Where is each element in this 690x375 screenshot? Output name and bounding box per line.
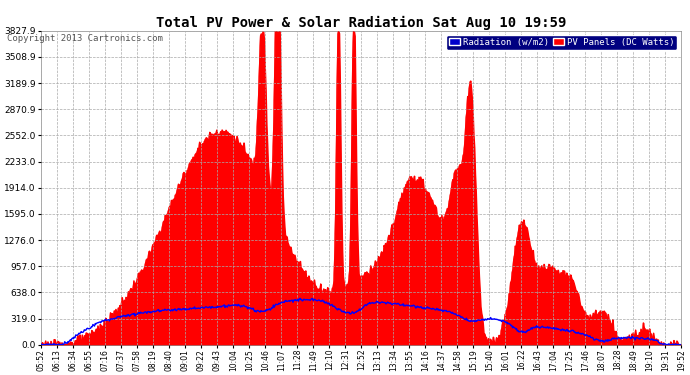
Title: Total PV Power & Solar Radiation Sat Aug 10 19:59: Total PV Power & Solar Radiation Sat Aug… xyxy=(156,15,566,30)
Legend: Radiation (w/m2), PV Panels (DC Watts): Radiation (w/m2), PV Panels (DC Watts) xyxy=(446,35,677,50)
Text: Copyright 2013 Cartronics.com: Copyright 2013 Cartronics.com xyxy=(7,34,163,43)
